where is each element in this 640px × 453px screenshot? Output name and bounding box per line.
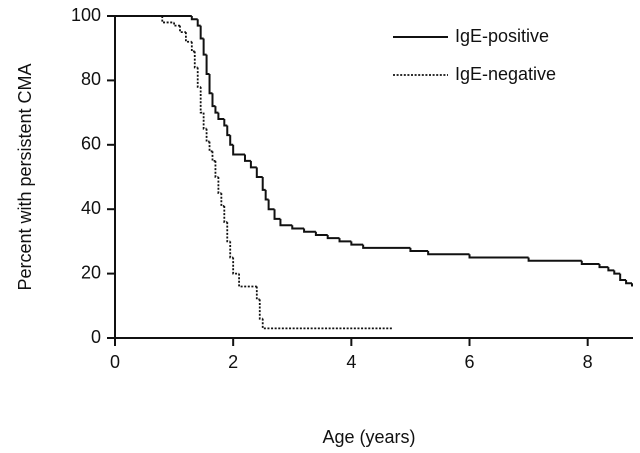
step-segment: [468, 254, 529, 259]
legend-label: IgE-positive: [455, 26, 549, 46]
step-segment: [303, 228, 316, 233]
x-axis-title: Age (years): [322, 427, 415, 447]
y-axis-title: Percent with persistent CMA: [15, 63, 35, 290]
step-segment: [196, 67, 201, 88]
legend-label: IgE-negative: [455, 64, 556, 84]
y-tick-label: 80: [81, 69, 101, 89]
step-segment: [173, 22, 180, 27]
step-segment: [199, 25, 204, 40]
step-segment: [232, 144, 245, 156]
step-segment: [249, 160, 257, 169]
y-tick-label: 40: [81, 198, 101, 218]
step-segment: [214, 160, 219, 178]
step-segment: [229, 241, 234, 259]
step-segment: [243, 154, 251, 162]
series: [115, 15, 633, 287]
step-segment: [205, 54, 210, 75]
step-segment: [598, 263, 609, 269]
step-segment: [258, 299, 263, 320]
x-tick-label: 2: [228, 352, 238, 372]
step-segment: [267, 199, 275, 211]
step-segment: [220, 193, 225, 207]
step-segment: [580, 260, 600, 265]
step-segment: [229, 135, 234, 146]
step-segment: [607, 267, 615, 272]
step-segment: [279, 218, 293, 227]
step-segment: [202, 38, 207, 56]
x-tick-label: 0: [110, 352, 120, 372]
y-tick-label: 0: [91, 327, 101, 347]
step-segment: [223, 205, 228, 223]
step-segment: [264, 189, 269, 201]
step-segment: [255, 286, 260, 301]
step-segment: [226, 125, 231, 137]
step-segment: [202, 112, 207, 130]
step-segment: [190, 16, 198, 21]
step-segment: [613, 270, 621, 275]
step-segment: [619, 273, 627, 282]
step-segment: [190, 41, 195, 53]
step-segment: [238, 273, 257, 288]
step-segment: [217, 112, 225, 121]
series: [115, 15, 393, 330]
step-segment: [214, 106, 219, 114]
step-segment: [362, 244, 411, 249]
step-segment: [196, 19, 201, 27]
step-segment: [273, 209, 281, 220]
step-segment: [350, 241, 364, 246]
step-segment: [314, 231, 328, 236]
step-segment: [226, 222, 231, 243]
step-segment: [261, 177, 266, 191]
step-segment: [625, 280, 632, 285]
x-tick-label: 6: [465, 352, 475, 372]
step-segment: [217, 177, 222, 194]
step-segment: [527, 257, 582, 262]
y-tick-label: 60: [81, 134, 101, 154]
step-segment: [427, 251, 470, 256]
step-segment: [291, 225, 305, 230]
step-segment: [326, 234, 340, 240]
step-segment: [185, 32, 192, 43]
step-segment: [208, 141, 213, 153]
step-segment: [205, 128, 210, 143]
step-segment: [338, 238, 352, 243]
step-segment: [255, 167, 263, 178]
y-tick-label: 100: [71, 5, 101, 25]
step-segment: [261, 318, 393, 330]
x-tick-label: 4: [346, 352, 356, 372]
y-tick-label: 20: [81, 262, 101, 282]
step-segment: [193, 51, 198, 69]
step-segment: [211, 93, 216, 108]
step-segment: [208, 73, 213, 95]
step-segment: [211, 151, 216, 162]
step-segment: [179, 25, 186, 33]
step-segment: [232, 257, 240, 275]
step-segment: [409, 247, 429, 253]
x-tick-label: 8: [583, 352, 593, 372]
step-segment: [223, 119, 228, 127]
step-segment: [199, 86, 204, 114]
